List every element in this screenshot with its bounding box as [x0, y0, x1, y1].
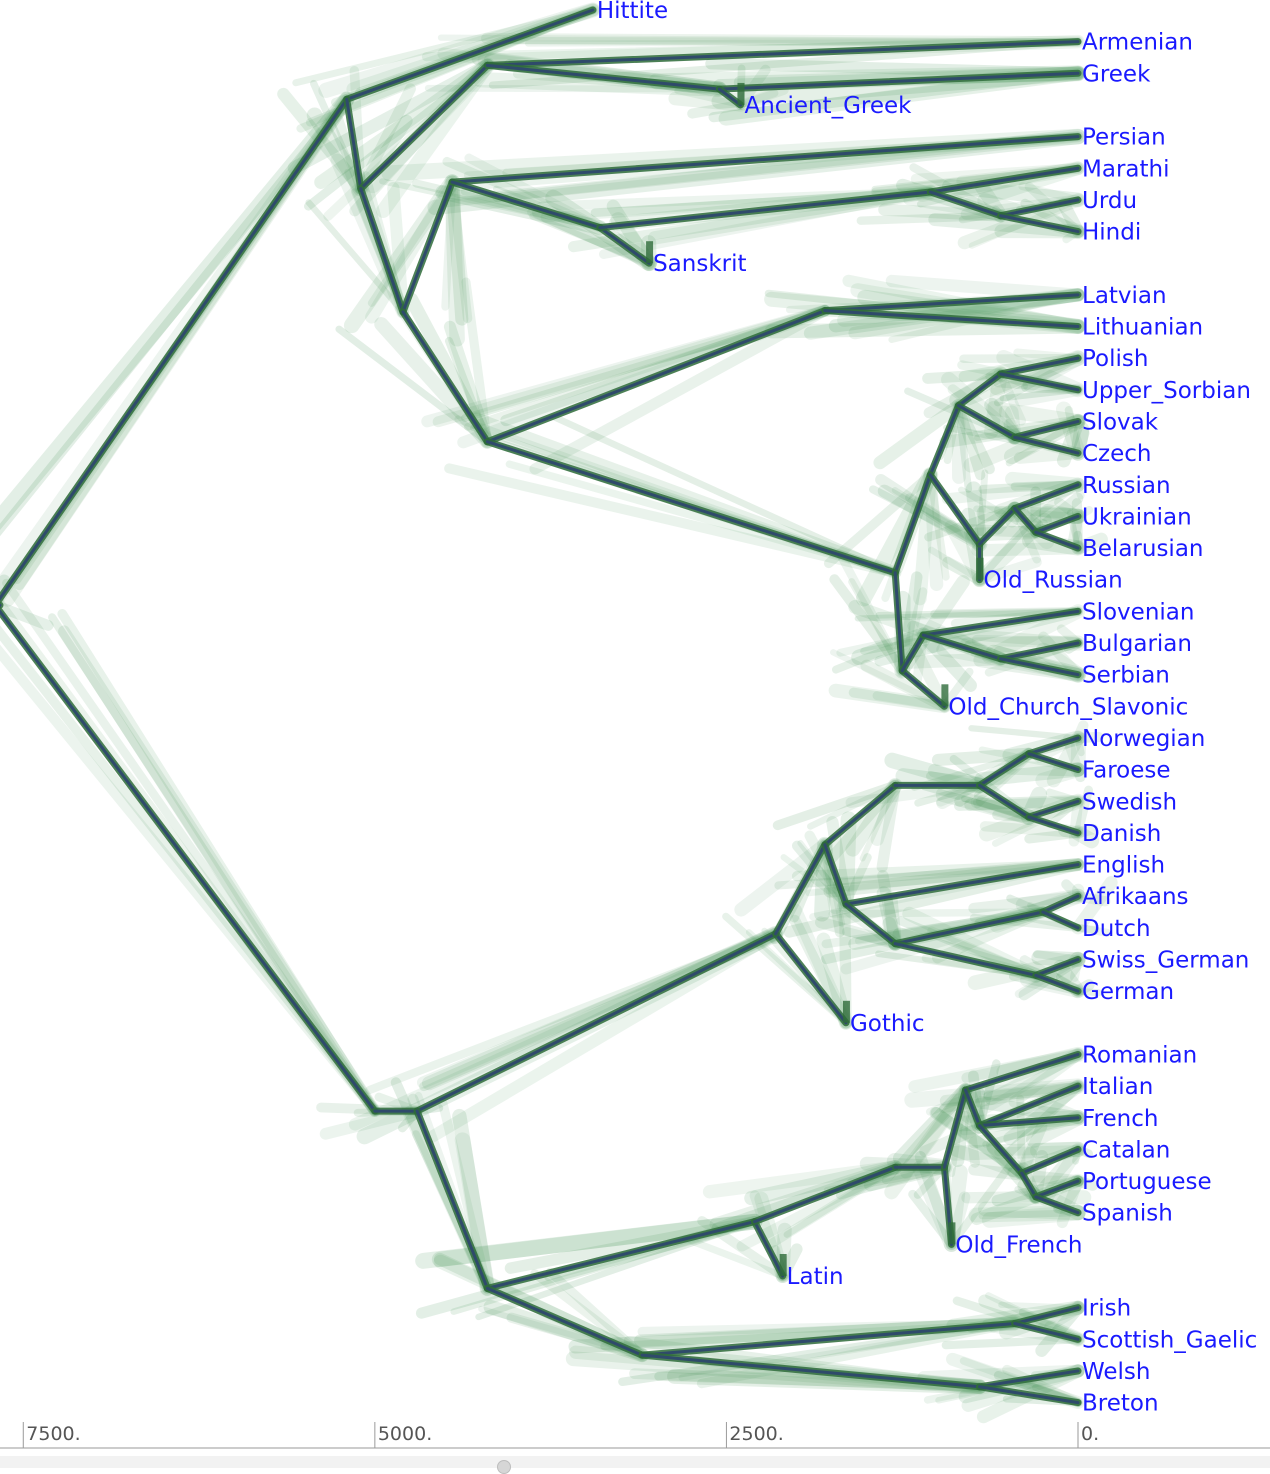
leaf-label-slovak: Slovak — [1082, 409, 1159, 435]
scrollbar-thumb[interactable] — [497, 1460, 511, 1474]
leaf-label-dutch: Dutch — [1082, 916, 1151, 942]
cloud-edge-579 — [990, 1213, 1078, 1220]
leaf-label-welsh: Welsh — [1082, 1359, 1151, 1385]
leaf-label-english: English — [1082, 853, 1165, 879]
axis-tick-label-0: 7500. — [26, 1423, 80, 1445]
extinct-stem-sanskrit — [646, 241, 653, 263]
leaf-label-armenian: Armenian — [1082, 30, 1193, 56]
leaf-label-marathi: Marathi — [1082, 156, 1169, 182]
leaf-label-serbian: Serbian — [1082, 663, 1170, 689]
extinct-stem-ancient_greek — [737, 83, 744, 105]
leaf-label-czech: Czech — [1082, 441, 1152, 467]
leaf-label-german: German — [1082, 979, 1174, 1005]
cloud-edge-263 — [978, 548, 1078, 550]
leaf-label-lithuanian: Lithuanian — [1082, 315, 1203, 341]
leaf-label-swiss-german: Swiss_German — [1082, 948, 1249, 974]
leaf-label-persian: Persian — [1082, 125, 1166, 151]
leaf-label-greek: Greek — [1082, 61, 1151, 87]
horizontal-scrollbar[interactable] — [0, 1456, 1270, 1468]
leaf-label-italian: Italian — [1082, 1074, 1153, 1100]
leaf-label-urdu: Urdu — [1082, 188, 1137, 214]
time-axis: 7500. 5000. 2500. 0. — [0, 1422, 1270, 1448]
extinct-stem-old_church_slavonic — [941, 684, 948, 706]
cloud-edge-321 — [64, 631, 375, 1111]
leaf-label-gothic: Gothic — [850, 1011, 925, 1037]
cloud-edge-606 — [946, 1339, 1078, 1345]
leaf-label-norwegian: Norwegian — [1082, 726, 1205, 752]
cloud-edge-335 — [433, 934, 776, 1137]
leaf-label-portuguese: Portuguese — [1082, 1169, 1212, 1195]
leaf-label-afrikaans: Afrikaans — [1082, 884, 1189, 910]
leaf-label-danish: Danish — [1082, 821, 1161, 847]
axis-tick-label-1: 5000. — [378, 1423, 432, 1445]
leaf-label-russian: Russian — [1082, 473, 1171, 499]
leaf-label-polish: Polish — [1082, 346, 1148, 372]
leaf-label-latin: Latin — [787, 1264, 844, 1290]
leaf-label-romanian: Romanian — [1082, 1042, 1197, 1068]
leaf-label-scottish-gaelic: Scottish_Gaelic — [1082, 1327, 1257, 1353]
branch-19 — [487, 311, 825, 442]
leaf-label-hindi: Hindi — [1082, 220, 1141, 246]
extinct-stem-old_russian — [977, 558, 984, 580]
leaf-label-slovenian: Slovenian — [1082, 599, 1194, 625]
leaf-label-spanish: Spanish — [1082, 1201, 1173, 1227]
leaf-label-upper-sorbian: Upper_Sorbian — [1082, 378, 1251, 404]
leaf-label-faroese: Faroese — [1082, 758, 1171, 784]
leaf-label-belarusian: Belarusian — [1082, 536, 1204, 562]
leaf-label-irish: Irish — [1082, 1296, 1131, 1322]
leaf-label-ukrainian: Ukrainian — [1082, 504, 1192, 530]
leaf-label-sanskrit: Sanskrit — [653, 251, 746, 277]
leaf-label-latvian: Latvian — [1082, 283, 1167, 309]
leaf-label-swedish: Swedish — [1082, 789, 1177, 815]
leaf-label-bulgarian: Bulgarian — [1082, 631, 1192, 657]
leaf-label-catalan: Catalan — [1082, 1137, 1170, 1163]
leaf-label-french: French — [1082, 1106, 1158, 1132]
leaf-label-old-french: Old_French — [955, 1232, 1082, 1258]
leaf-label-breton: Breton — [1082, 1391, 1159, 1417]
axis-tick-label-2: 2500. — [729, 1423, 783, 1445]
branch-22 — [487, 442, 895, 573]
extinct-stem-gothic — [843, 1001, 850, 1023]
leaf-label-hittite: Hittite — [597, 0, 668, 24]
leaf-label-old-russian: Old_Russian — [984, 568, 1123, 594]
extinct-stem-latin — [780, 1254, 787, 1276]
leaf-label-ancient-greek: Ancient_Greek — [744, 93, 912, 119]
leaf-label-old-church-slavonic: Old_Church_Slavonic — [948, 694, 1188, 720]
branch-47 — [417, 934, 776, 1111]
axis-tick-label-3: 0. — [1081, 1423, 1099, 1445]
extinct-stem-old_french — [948, 1222, 955, 1244]
